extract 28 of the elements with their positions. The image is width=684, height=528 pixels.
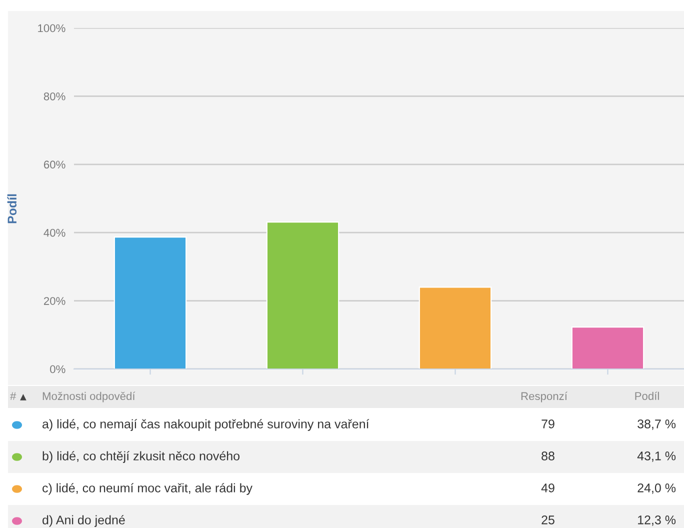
text: c) lidé, co neumí moc vařit, ale rádi by: [42, 483, 252, 495]
text: 12,3 %: [638, 516, 676, 526]
y-tick-label: 0%: [50, 365, 66, 374]
text: Responzí: [521, 392, 568, 402]
text: Podíl: [635, 392, 659, 400]
text: 38,7 %: [638, 420, 676, 430]
y-tick-label: 100%: [38, 24, 66, 32]
text: 79: [542, 420, 554, 428]
text: Možnosti odpovědí: [42, 392, 136, 402]
text: 49: [541, 484, 554, 492]
y-axis-title: Podíl: [7, 194, 17, 224]
text: a) lidé, co nemají čas nakoupit potřebné suroviny na vaření: [42, 419, 370, 431]
text: 25: [542, 516, 554, 524]
text: b) lidé, co chtějí zkusit něco nového: [42, 451, 240, 463]
y-tick-label: 20%: [44, 297, 66, 305]
y-tick-label: 80%: [44, 92, 66, 100]
text: 24,0 %: [638, 484, 676, 494]
bar: [418, 286, 492, 369]
y-tick-label: 60%: [44, 160, 66, 169]
text: ▲: [20, 394, 26, 400]
text: #: [10, 392, 16, 400]
y-tick-label: 40%: [44, 228, 66, 237]
bar: [266, 221, 340, 369]
bar: [114, 236, 187, 369]
bar: [571, 326, 644, 369]
text: 43,1 %: [637, 452, 676, 462]
text: 88: [542, 452, 554, 460]
text: d) Ani do jedné: [42, 515, 125, 527]
